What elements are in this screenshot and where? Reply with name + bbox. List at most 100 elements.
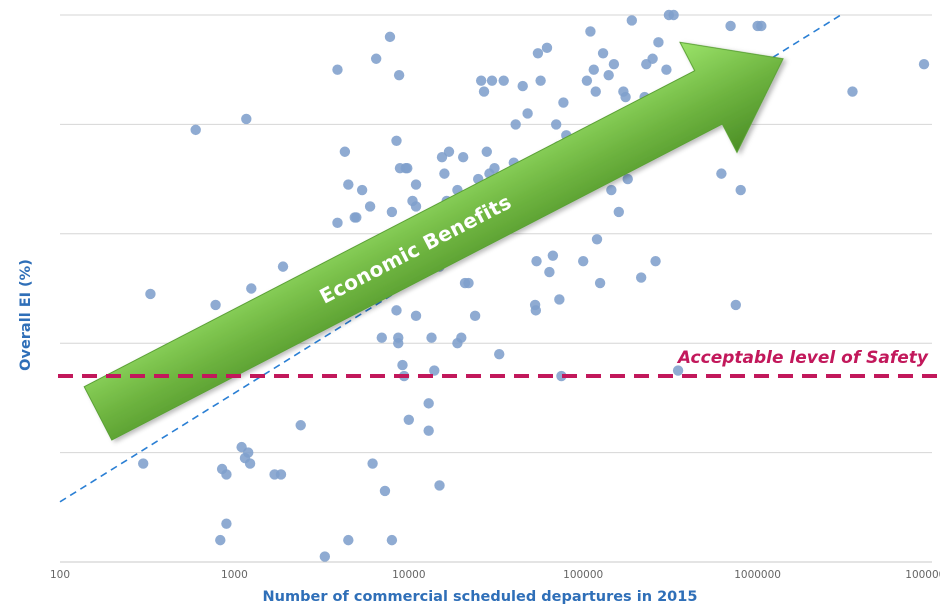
data-point-106: [590, 86, 601, 97]
data-point-110: [603, 69, 614, 81]
data-point-76: [486, 75, 498, 86]
data-point-39: [391, 305, 402, 316]
data-point-0: [138, 458, 149, 469]
data-point-42: [393, 69, 405, 81]
data-point-16: [275, 469, 287, 480]
data-point-126: [668, 9, 679, 21]
data-point-108: [594, 277, 606, 289]
data-point-124: [661, 64, 672, 75]
data-point-11: [241, 113, 252, 125]
data-point-6: [221, 518, 232, 529]
data-points: [138, 9, 930, 562]
x-tick-label-5: 10000000: [905, 569, 940, 581]
data-point-103: [581, 75, 593, 86]
data-point-70: [469, 310, 481, 322]
data-point-129: [716, 168, 727, 179]
data-point-1: [145, 288, 156, 300]
data-point-67: [457, 152, 469, 163]
data-point-82: [510, 119, 521, 130]
x-tick-label-2: 10000: [392, 569, 425, 581]
data-point-59: [436, 152, 448, 163]
x-tick-labels: 100 1000 10000 100000 1000000 10000000: [50, 569, 940, 581]
data-point-33: [376, 332, 387, 343]
data-point-50: [410, 201, 422, 212]
data-point-77: [489, 162, 500, 174]
data-point-92: [541, 42, 553, 54]
data-point-32: [370, 53, 382, 64]
data-point-55: [426, 332, 437, 343]
data-point-30: [364, 201, 376, 212]
data-point-18: [295, 420, 306, 431]
x-tick-label-1: 1000: [221, 569, 248, 581]
data-point-69: [463, 277, 474, 289]
data-point-29: [356, 184, 368, 196]
arrow-body: [83, 41, 784, 441]
data-point-87: [530, 305, 542, 316]
data-point-47: [402, 162, 413, 174]
data-point-66: [456, 332, 467, 343]
data-point-14: [246, 283, 257, 294]
data-point-72: [475, 75, 487, 86]
data-point-105: [588, 64, 599, 75]
data-point-99: [556, 370, 567, 382]
data-point-117: [626, 15, 638, 26]
data-point-34: [379, 485, 391, 497]
data-point-53: [423, 398, 434, 409]
data-point-7: [221, 469, 232, 480]
arrow-layer: Economic Benefits: [83, 41, 784, 441]
data-point-41: [393, 338, 404, 349]
data-point-54: [423, 425, 434, 436]
data-point-37: [386, 206, 398, 218]
x-tick-label-4: 1000000: [734, 569, 781, 581]
data-point-121: [647, 53, 658, 64]
data-point-44: [397, 359, 408, 371]
data-point-111: [606, 184, 617, 196]
data-point-83: [517, 80, 528, 92]
data-point-74: [481, 146, 492, 157]
data-point-58: [434, 480, 445, 491]
x-axis-title: Number of commercial scheduled departure…: [263, 589, 698, 605]
data-point-80: [498, 75, 509, 86]
data-point-35: [384, 31, 396, 43]
data-point-51: [410, 179, 422, 190]
data-point-96: [550, 119, 562, 130]
data-point-135: [847, 86, 858, 97]
data-point-73: [478, 86, 490, 97]
data-point-93: [544, 266, 555, 278]
data-point-127: [672, 365, 684, 376]
data-point-115: [620, 91, 631, 103]
x-tick-label-0: 100: [50, 569, 70, 581]
data-point-61: [439, 168, 450, 179]
data-point-136: [918, 59, 930, 70]
data-point-20: [319, 551, 331, 562]
data-point-26: [343, 534, 354, 546]
data-point-38: [391, 135, 402, 147]
data-point-122: [650, 255, 661, 267]
data-point-3: [210, 299, 221, 311]
data-point-118: [635, 272, 647, 283]
data-point-28: [351, 212, 362, 223]
data-point-95: [547, 250, 559, 261]
data-point-112: [608, 59, 620, 70]
data-point-36: [386, 534, 398, 546]
data-point-131: [730, 299, 742, 311]
data-point-2: [190, 124, 201, 136]
data-point-48: [403, 414, 414, 425]
data-point-123: [653, 37, 664, 48]
data-point-107: [591, 234, 603, 245]
safety-line-label: Acceptable level of Safety: [676, 348, 929, 368]
data-point-4: [215, 534, 226, 546]
safety-line-layer: Acceptable level of Safety: [58, 348, 940, 379]
x-tick-label-3: 100000: [563, 569, 603, 581]
data-point-52: [410, 310, 422, 322]
data-point-23: [332, 64, 343, 75]
data-point-100: [558, 97, 569, 108]
data-point-116: [622, 173, 633, 185]
data-point-17: [277, 261, 289, 272]
y-axis-title: Overall EI (%): [18, 259, 34, 371]
data-point-25: [343, 179, 354, 190]
gridlines: [60, 14, 932, 563]
data-point-24: [339, 146, 351, 157]
data-point-63: [443, 146, 455, 157]
